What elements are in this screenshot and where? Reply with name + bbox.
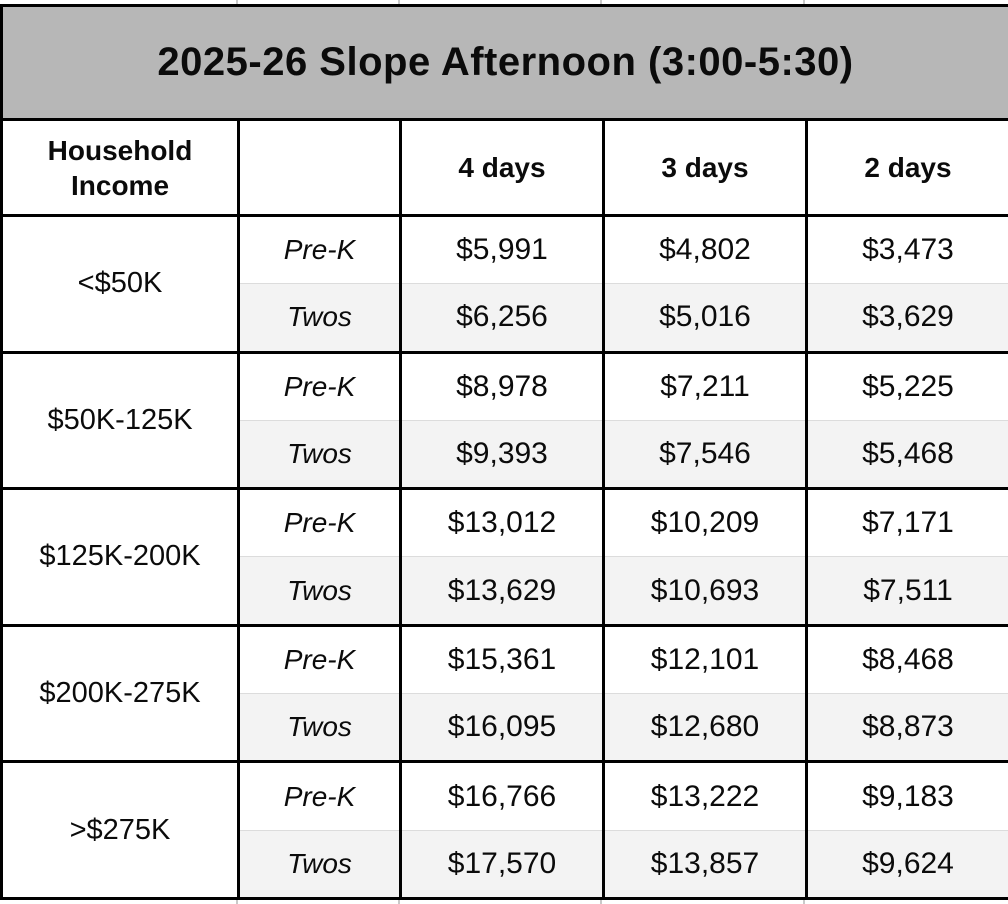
income-bracket-50k-125k: $50K-125K: [0, 350, 240, 491]
column-tick: [803, 900, 805, 904]
income-bracket-200k-275k: $200K-275K: [0, 623, 240, 764]
column-tick: [600, 900, 602, 904]
column-tick: [803, 0, 805, 4]
program-label: Twos: [237, 829, 402, 901]
table-row: Twos $17,570 $13,857 $9,624: [2, 829, 1008, 901]
program-column-header: [237, 118, 402, 217]
price-cell: $7,171: [805, 487, 1008, 558]
price-cell: $8,978: [399, 350, 605, 421]
price-cell: $5,225: [805, 350, 1008, 421]
price-cell: $7,211: [602, 350, 808, 421]
table-row: >$275K Pre-K $16,766 $13,222 $9,183: [0, 760, 1008, 900]
table-row: $50K-125K Pre-K $8,978 $7,211 $5,225: [0, 350, 1008, 491]
pricing-table: 2025-26 Slope Afternoon (3:00-5:30) Hous…: [0, 3, 1008, 901]
top-edge-strip: [0, 0, 1008, 4]
price-cell: $16,766: [399, 760, 605, 831]
price-cell: $17,570: [399, 829, 605, 901]
table-row: Twos $16,095 $12,680 $8,873: [2, 693, 1008, 764]
column-tick: [236, 0, 238, 4]
table-row: <$50K Pre-K $5,991 $4,802 $3,473: [0, 213, 1008, 354]
price-cell: $15,361: [399, 623, 605, 695]
income-bracket-over-275k: >$275K: [0, 760, 240, 900]
price-cell: $5,991: [399, 213, 605, 285]
program-label: Twos: [237, 693, 402, 764]
table-row: $125K-200K Pre-K $13,012 $10,209 $7,171: [0, 487, 1008, 627]
price-cell: $8,468: [805, 623, 1008, 695]
price-cell: $12,680: [602, 693, 808, 764]
price-cell: $9,393: [399, 419, 605, 491]
program-label: Pre-K: [237, 623, 402, 695]
page-title: 2025-26 Slope Afternoon (3:00-5:30): [0, 3, 1008, 122]
price-cell: $3,629: [805, 283, 1008, 354]
income-bracket-125k-200k: $125K-200K: [0, 487, 240, 627]
table-row: Twos $6,256 $5,016 $3,629: [2, 283, 1008, 354]
program-label: Pre-K: [237, 213, 402, 285]
price-cell: $7,546: [602, 419, 808, 491]
program-label: Twos: [237, 419, 402, 491]
table-row: Twos $9,393 $7,546 $5,468: [2, 419, 1008, 491]
price-cell: $6,256: [399, 283, 605, 354]
price-cell: $9,624: [805, 829, 1008, 901]
bottom-edge-strip: [0, 900, 1008, 904]
program-label: Twos: [237, 283, 402, 354]
table-row: Twos $13,629 $10,693 $7,511: [2, 556, 1008, 627]
price-cell: $16,095: [399, 693, 605, 764]
price-cell: $13,222: [602, 760, 808, 831]
program-label: Pre-K: [237, 350, 402, 421]
price-cell: $5,468: [805, 419, 1008, 491]
col-header-3-days: 3 days: [602, 118, 808, 217]
program-label: Pre-K: [237, 760, 402, 831]
col-header-2-days: 2 days: [805, 118, 1008, 217]
price-cell: $10,209: [602, 487, 808, 558]
price-cell: $4,802: [602, 213, 808, 285]
column-tick: [398, 0, 400, 4]
price-cell: $13,629: [399, 556, 605, 627]
household-income-header: Household Income: [0, 118, 240, 217]
price-cell: $13,012: [399, 487, 605, 558]
price-cell: $10,693: [602, 556, 808, 627]
price-cell: $3,473: [805, 213, 1008, 285]
program-label: Twos: [237, 556, 402, 627]
price-cell: $7,511: [805, 556, 1008, 627]
column-tick: [236, 900, 238, 904]
title-row: 2025-26 Slope Afternoon (3:00-5:30): [0, 3, 1008, 122]
price-cell: $8,873: [805, 693, 1008, 764]
program-label: Pre-K: [237, 487, 402, 558]
col-header-4-days: 4 days: [399, 118, 605, 217]
table-row: $200K-275K Pre-K $15,361 $12,101 $8,468: [0, 623, 1008, 764]
price-cell: $9,183: [805, 760, 1008, 831]
column-tick: [600, 0, 602, 4]
price-cell: $12,101: [602, 623, 808, 695]
price-cell: $13,857: [602, 829, 808, 901]
column-tick: [398, 900, 400, 904]
header-row: Household Income 4 days 3 days 2 days: [0, 118, 1008, 217]
price-cell: $5,016: [602, 283, 808, 354]
income-bracket-under-50k: <$50K: [0, 213, 240, 354]
